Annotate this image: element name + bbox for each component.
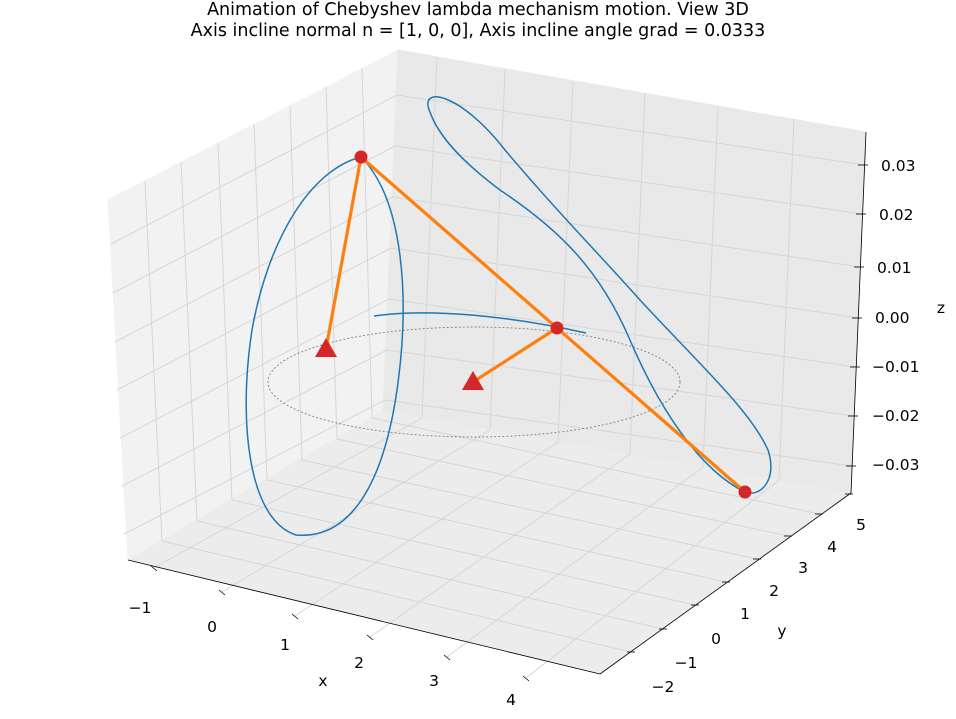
y-tick-label: 3 — [798, 559, 808, 577]
grid-line — [388, 298, 857, 368]
axis-lines — [127, 131, 867, 675]
x-tick-label: 4 — [506, 691, 516, 709]
grid-line — [221, 429, 491, 593]
chart-subtitle: Axis incline normal n = [1, 0, 0], Axis … — [190, 21, 766, 41]
left-trajectory — [245, 156, 404, 536]
grid-line — [231, 499, 696, 606]
grid-line — [336, 438, 789, 537]
x-tick-labels: −1 0 1 2 3 4 — [129, 599, 516, 709]
grid-line — [119, 298, 390, 439]
z-tick-label: −0.02 — [872, 407, 920, 425]
y-tick-label: 2 — [769, 582, 779, 600]
grid-line — [294, 441, 559, 617]
x-tick-label: 3 — [429, 672, 439, 690]
x-tick-mark — [366, 634, 374, 641]
grid-line — [153, 417, 423, 569]
grid-line — [217, 142, 233, 501]
z-axis-line — [850, 131, 867, 494]
grid-line — [525, 479, 780, 679]
y-tick-label: −2 — [652, 678, 675, 696]
y-tick-label: 0 — [711, 630, 721, 648]
joint-end — [738, 485, 752, 499]
fixed-pivot-left — [315, 338, 337, 357]
x-axis-label: x — [318, 672, 327, 690]
fixed-pivot-right — [462, 371, 484, 390]
x-axis-line — [127, 559, 601, 675]
grid-line — [180, 161, 198, 522]
y-tick-label: 4 — [827, 538, 837, 556]
grid-line — [421, 56, 438, 419]
x-tick-label: −1 — [129, 599, 152, 617]
z-tick-labels: −0.03 −0.02 −0.01 0.00 0.01 0.02 0.03 — [872, 157, 920, 474]
right-trajectory — [427, 96, 772, 494]
y-tick-labels: −2 −1 0 1 2 3 4 5 — [652, 516, 866, 696]
chart-title-block: Animation of Chebyshev lambda mechanism … — [0, 0, 956, 42]
link-left-crank — [324, 155, 363, 351]
tick-marks — [150, 164, 868, 682]
grid-line — [301, 459, 758, 560]
grid-line — [253, 123, 268, 481]
joint-top — [354, 150, 368, 164]
grid-line — [394, 145, 863, 215]
grid-lines — [110, 56, 865, 679]
y-tick-label: 1 — [740, 605, 750, 623]
z-tick-label: −0.01 — [872, 358, 920, 376]
axes-panes — [107, 49, 867, 675]
grid-line — [557, 80, 574, 443]
x-tick-mark — [443, 654, 451, 661]
x-tick-mark — [522, 675, 530, 682]
chart-title: Animation of Chebyshev lambda mechanism … — [207, 0, 749, 20]
grid-line — [384, 399, 853, 467]
grid-line — [196, 520, 664, 630]
grid-line — [396, 94, 865, 166]
z-tick-label: 0.02 — [879, 206, 914, 224]
grid-line — [266, 479, 727, 583]
y-tick-label: 5 — [856, 516, 866, 534]
joints — [315, 150, 752, 499]
grid-line — [702, 105, 719, 468]
grid-line — [392, 196, 861, 268]
z-axis-label: z — [937, 299, 945, 317]
z-tick-label: 0.00 — [875, 309, 910, 327]
x-tick-mark — [150, 565, 158, 572]
grid-line — [361, 67, 373, 419]
y-axis-label: y — [777, 622, 786, 640]
z-tick-label: 0.03 — [881, 157, 916, 175]
y-axis-line — [599, 492, 852, 675]
z-tick-label: −0.03 — [872, 456, 920, 474]
grid-line — [369, 453, 631, 638]
joint-middle — [550, 321, 564, 335]
link-rocker — [471, 326, 559, 384]
grid-line — [123, 399, 386, 535]
x-tick-label: 1 — [280, 636, 290, 654]
x-tick-mark — [218, 589, 226, 596]
grid-line — [446, 466, 704, 658]
grid-line — [114, 196, 394, 343]
x-tick-label: 0 — [207, 618, 217, 636]
grid-line — [144, 180, 163, 542]
grid-line — [325, 86, 338, 440]
grid-line — [110, 94, 398, 245]
grid-line — [112, 145, 396, 294]
z-tick-label: 0.01 — [877, 259, 912, 277]
x-tick-label: 2 — [354, 654, 364, 672]
grid-line — [778, 118, 795, 481]
x-tick-mark — [291, 613, 299, 620]
crank-circle — [267, 326, 681, 438]
grid-line — [289, 105, 303, 461]
grid-line — [161, 540, 632, 653]
grid-line — [121, 349, 388, 487]
y-tick-label: −1 — [675, 654, 698, 672]
